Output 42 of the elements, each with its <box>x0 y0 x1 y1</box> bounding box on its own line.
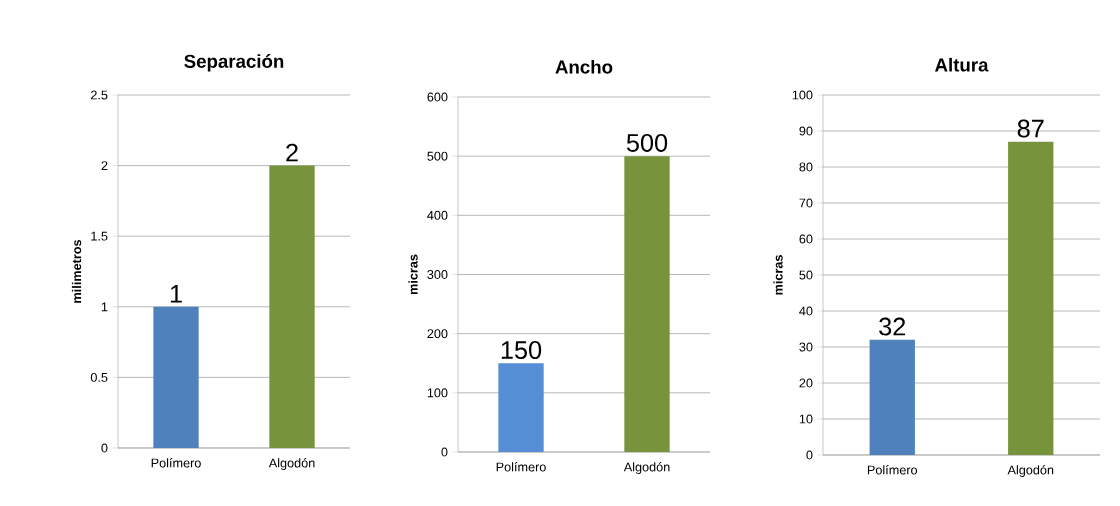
y-axis-title: micras <box>408 254 418 295</box>
data-label: 500 <box>626 133 668 152</box>
y-tick-label: 70 <box>799 198 813 208</box>
y-tick-label: 30 <box>799 342 813 352</box>
y-tick-label: 1.5 <box>91 231 108 241</box>
y-tick-label: 400 <box>427 210 448 220</box>
chart-title: Separación <box>184 54 284 72</box>
x-tick-label: Polímero <box>151 458 201 468</box>
y-tick-label: 500 <box>427 151 448 161</box>
y-tick-label: 600 <box>427 92 448 102</box>
y-axis-title: micras <box>773 255 783 295</box>
x-tick-label: Polímero <box>496 462 546 472</box>
y-axis-title: milimetros <box>71 239 82 303</box>
y-tick-label: 50 <box>799 270 813 280</box>
y-tick-label: 20 <box>799 378 813 388</box>
x-tick-label: Algodón <box>268 458 315 470</box>
y-tick-label: 10 <box>799 414 813 424</box>
y-tick-label: 80 <box>799 162 813 172</box>
x-tick-label: Algodón <box>1007 465 1054 477</box>
chart-title: Ancho <box>555 59 613 74</box>
y-tick-label: 1 <box>101 302 108 312</box>
y-tick-label: 200 <box>427 329 448 339</box>
chart-title: Altura <box>935 57 989 72</box>
data-label: 1 <box>170 285 182 303</box>
y-tick-label: 100 <box>792 90 813 100</box>
y-tick-label: 0 <box>806 450 813 460</box>
y-tick-label: 0 <box>101 443 108 453</box>
y-tick-label: 90 <box>799 126 813 136</box>
data-label: 2 <box>286 143 298 162</box>
x-tick-label: Polímero <box>867 465 918 475</box>
y-tick-label: 0 <box>441 447 448 457</box>
data-label: 150 <box>501 341 542 359</box>
y-tick-label: 2 <box>101 161 108 171</box>
y-tick-label: 0.5 <box>90 372 108 382</box>
y-tick-label: 60 <box>799 234 813 244</box>
x-tick-label: Algodón <box>623 462 670 474</box>
y-tick-label: 40 <box>799 306 813 316</box>
data-label: 87 <box>1017 119 1044 138</box>
y-tick-label: 2.5 <box>90 90 108 100</box>
y-tick-label: 300 <box>427 270 448 279</box>
data-label: 32 <box>879 317 906 336</box>
y-tick-label: 100 <box>427 388 448 398</box>
